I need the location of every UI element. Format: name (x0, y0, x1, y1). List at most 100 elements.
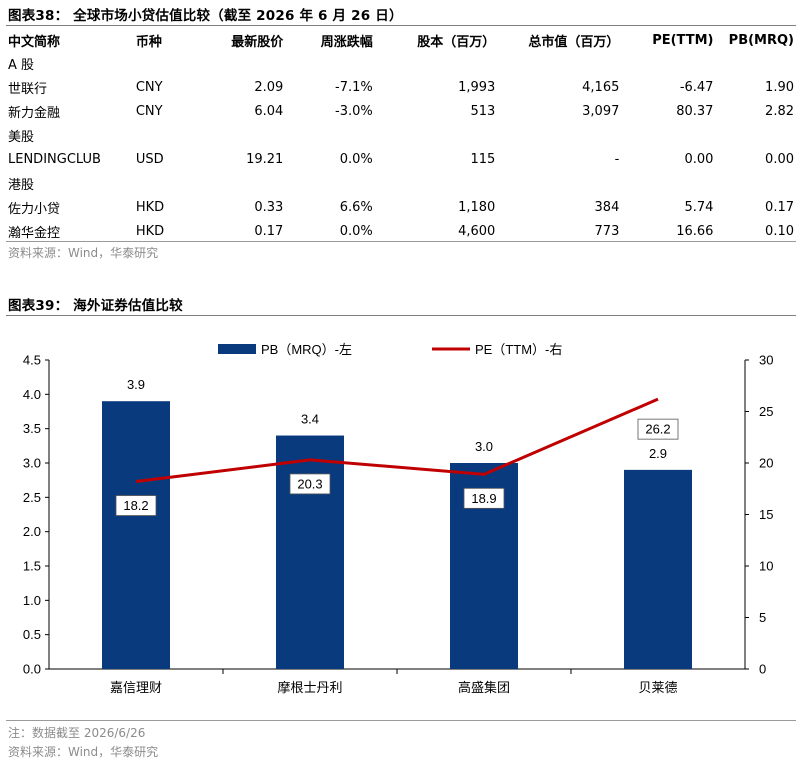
cell-pe: -6.47 (679, 79, 714, 95)
cell-price: 19.21 (246, 151, 284, 167)
pb-value-label: 3.4 (301, 412, 319, 427)
right-tick-label: 5 (759, 610, 766, 625)
cell-name: 世联行 (8, 81, 48, 97)
left-tick-label: 3.5 (23, 421, 41, 436)
cell-weekly-change: -7.1% (335, 79, 373, 95)
left-tick-label: 2.5 (23, 490, 41, 505)
cell-price: 0.33 (254, 199, 284, 215)
pb-value-label: 2.9 (649, 446, 667, 461)
cell-market-cap: 4,165 (582, 79, 620, 95)
header-pb: PB(MRQ) (728, 32, 794, 48)
pe-label-box (115, 495, 157, 516)
cell-pb: 0.17 (765, 199, 794, 215)
pb-value-label: 3.9 (127, 377, 145, 392)
cell-name: 新力金融 (8, 105, 61, 121)
table-title: 图表38： 全球市场小贷估值比较（截至 2026 年 6 月 26 日） (8, 8, 403, 24)
cell-weekly-change: 6.6% (339, 199, 373, 215)
cell-market-cap: - (614, 151, 620, 167)
cell-pe: 5.74 (684, 199, 714, 215)
legend-label-pe: PE（TTM）-右 (475, 342, 562, 357)
right-tick-label: 15 (759, 507, 773, 522)
cell-pb: 1.90 (765, 79, 794, 95)
pe-value-label: 18.2 (123, 498, 148, 513)
left-tick-label: 0.5 (23, 627, 41, 642)
cell-name: 佐力小贷 (8, 201, 61, 217)
cell-shares: 1,180 (458, 199, 496, 215)
group-row: 美股 (6, 123, 796, 147)
cell-price: 0.17 (254, 223, 284, 239)
header-shares: 股本（百万） (417, 34, 496, 50)
header-market-cap: 总市值（百万） (528, 34, 620, 50)
pb-bar (276, 435, 344, 669)
cell-pb: 0.10 (765, 223, 794, 239)
cell-name: 瀚华金控 (8, 225, 61, 241)
pb-value-label: 3.0 (475, 439, 493, 454)
cell-pe: 0.00 (684, 151, 714, 167)
group-a-shares: A 股 (8, 57, 35, 73)
table-top-rule (6, 25, 796, 26)
right-tick-label: 20 (759, 456, 773, 471)
header-price: 最新股价 (231, 34, 284, 50)
pb-bar (102, 401, 170, 669)
cell-pe: 80.37 (676, 103, 714, 119)
cell-name: LENDINGCLUB (8, 151, 101, 167)
group-us-stocks: 美股 (8, 129, 35, 145)
cell-shares: 1,993 (458, 79, 496, 95)
left-tick-label: 2.0 (23, 524, 41, 539)
cell-weekly-change: -3.0% (335, 103, 373, 119)
table-row: 瀚华金控 HKD 0.17 0.0% 4,600 773 16.66 0.10 (6, 219, 796, 243)
cell-market-cap: 773 (594, 223, 620, 239)
cell-currency: HKD (135, 199, 165, 215)
chart-top-rule (6, 315, 796, 316)
cell-shares: 115 (470, 151, 496, 167)
pe-value-label: 20.3 (297, 476, 322, 491)
pe-label-box (637, 418, 679, 440)
cell-currency: HKD (135, 223, 165, 239)
pe-label-box (463, 487, 505, 509)
x-tick-label: 高盛集团 (458, 680, 510, 695)
left-tick-label: 0.0 (23, 662, 41, 677)
pe-value-label: 18.9 (471, 491, 496, 506)
left-tick-label: 1.0 (23, 593, 41, 608)
chart-note: 注：数据截至 2026/6/26 (8, 726, 146, 740)
chart-source: 资料来源：Wind，华泰研究 (8, 745, 159, 759)
cell-weekly-change: 0.0% (339, 223, 373, 239)
header-pe: PE(TTM) (652, 32, 714, 48)
group-row: 港股 (6, 171, 796, 195)
group-hk-stocks: 港股 (8, 177, 35, 193)
cell-pb: 2.82 (765, 103, 794, 119)
right-tick-label: 25 (759, 404, 773, 419)
cell-price: 6.04 (254, 103, 284, 119)
left-tick-label: 3.0 (23, 456, 41, 471)
chart-title: 图表39： 海外证券估值比较 (8, 298, 183, 314)
chart-bottom-rule (6, 720, 796, 721)
table-row: LENDINGCLUB USD 19.21 0.0% 115 - 0.00 0.… (6, 147, 796, 171)
table-header-row: 中文简称 币种 最新股价 周涨跌幅 股本（百万） 总市值（百万） PE(TTM)… (6, 29, 796, 51)
cell-price: 2.09 (254, 79, 284, 95)
table-source: 资料来源：Wind，华泰研究 (8, 246, 159, 260)
cell-market-cap: 3,097 (582, 103, 620, 119)
right-tick-label: 30 (759, 353, 773, 368)
group-row: A 股 (6, 51, 796, 75)
header-currency: 币种 (135, 34, 162, 50)
x-tick-label: 嘉信理财 (110, 680, 162, 695)
left-tick-label: 1.5 (23, 559, 41, 574)
cell-market-cap: 384 (594, 199, 620, 215)
legend-swatch-pb (218, 344, 256, 354)
cell-shares: 513 (470, 103, 496, 119)
pb-bar (624, 469, 692, 669)
cell-weekly-change: 0.0% (339, 151, 373, 167)
valuation-table: 中文简称 币种 最新股价 周涨跌幅 股本（百万） 总市值（百万） PE(TTM)… (6, 29, 796, 243)
right-tick-label: 0 (759, 662, 766, 677)
table-bottom-rule (6, 241, 796, 242)
pe-label-box (289, 473, 331, 495)
x-tick-label: 摩根士丹利 (277, 680, 342, 695)
pb-pe-chart: 0.0 0.5 1.0 1.5 2.0 2.5 3.0 3.5 4.0 4.5 0 5 10 15 20 25… (23, 342, 774, 695)
left-tick-label: 4.5 (23, 353, 41, 368)
cell-pe: 16.66 (676, 223, 714, 239)
table-row: 佐力小贷 HKD 0.33 6.6% 1,180 384 5.74 0.17 (6, 195, 796, 219)
legend-label-pb: PB（MRQ）-左 (261, 342, 352, 357)
cell-pb: 0.00 (765, 151, 794, 167)
header-name: 中文简称 (8, 34, 61, 50)
pe-line (135, 397, 659, 484)
